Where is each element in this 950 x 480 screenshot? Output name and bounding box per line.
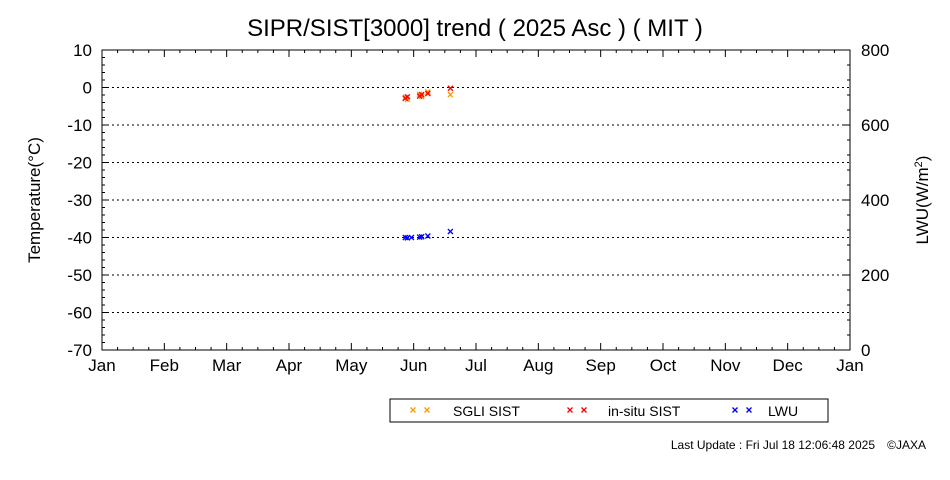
x-tick-label: Sep xyxy=(586,356,616,375)
data-point xyxy=(404,93,411,100)
data-point xyxy=(418,233,425,240)
data-point xyxy=(424,90,431,97)
legend-marker-insitu xyxy=(567,407,587,413)
legend-marker xyxy=(746,407,752,413)
x-tick-label: Jun xyxy=(400,356,427,375)
data-point xyxy=(447,85,454,92)
y2-axis-label: LWU(W/m2) xyxy=(913,156,932,245)
y-axis-left: 10 0 -10 -20 -30 -40 -50 -60 -70 xyxy=(67,41,109,360)
data-point xyxy=(418,91,425,98)
x-tick-label: Apr xyxy=(276,356,303,375)
x-tick-label: Oct xyxy=(650,356,677,375)
x-axis: Jan Feb Mar Apr May Jun Jul Aug Sep Oct Nov Dec Jan xyxy=(88,50,864,375)
y-axis-label: Temperature(°C) xyxy=(25,137,44,263)
x-tick-label: Nov xyxy=(710,356,741,375)
legend-marker xyxy=(581,407,587,413)
legend-marker-lwu xyxy=(732,407,752,413)
y2-tick-label: 200 xyxy=(861,266,889,285)
legend-marker xyxy=(732,407,738,413)
y-tick-label: -20 xyxy=(67,154,92,173)
data-point xyxy=(424,89,431,95)
data-point xyxy=(424,233,431,239)
legend-marker-sgli xyxy=(410,407,430,413)
x-tick-label: May xyxy=(335,356,368,375)
data-points xyxy=(402,85,454,241)
x-tick-label: Feb xyxy=(150,356,179,375)
y-tick-label: 10 xyxy=(73,41,92,60)
legend-label-sgli-sist: SGLI SIST xyxy=(453,403,520,419)
data-point xyxy=(408,234,415,241)
x-tick-label: Jul xyxy=(465,356,487,375)
legend-label-lwu: LWU xyxy=(768,403,798,419)
legend-marker xyxy=(410,407,416,413)
y-tick-label: -70 xyxy=(67,341,92,360)
y-tick-label: -40 xyxy=(67,229,92,248)
last-update-text: Last Update : Fri Jul 18 12:06:48 2025 xyxy=(671,438,875,452)
y-axis-right: 800 600 400 200 0 xyxy=(843,41,889,360)
data-point xyxy=(447,228,454,235)
x-tick-label: Jan xyxy=(88,356,115,375)
x-tick-label: Jan xyxy=(836,356,863,375)
legend: SGLI SIST in-situ SIST LWU xyxy=(389,398,829,423)
data-point xyxy=(447,91,454,98)
legend-marker xyxy=(424,407,430,413)
y-tick-label: 0 xyxy=(83,79,92,98)
legend-box xyxy=(389,398,829,423)
y2-tick-label: 800 xyxy=(861,41,889,60)
y-tick-label: -30 xyxy=(67,191,92,210)
y-tick-label: -10 xyxy=(67,116,92,135)
copyright-text: ©JAXA xyxy=(887,438,926,452)
y2-tick-label: 0 xyxy=(861,341,870,360)
y-tick-label: -60 xyxy=(67,304,92,323)
chart-title: SIPR/SIST[3000] trend ( 2025 Asc ) ( MIT… xyxy=(247,15,703,42)
legend-label-insitu-sist: in-situ SIST xyxy=(608,403,681,419)
y2-tick-label: 400 xyxy=(861,191,889,210)
x-tick-label: Aug xyxy=(523,356,553,375)
grid-lines xyxy=(102,87,850,313)
x-tick-label: Dec xyxy=(773,356,804,375)
y2-tick-label: 600 xyxy=(861,116,889,135)
y-tick-label: -50 xyxy=(67,266,92,285)
legend-marker xyxy=(567,407,573,413)
x-tick-label: Mar xyxy=(212,356,242,375)
